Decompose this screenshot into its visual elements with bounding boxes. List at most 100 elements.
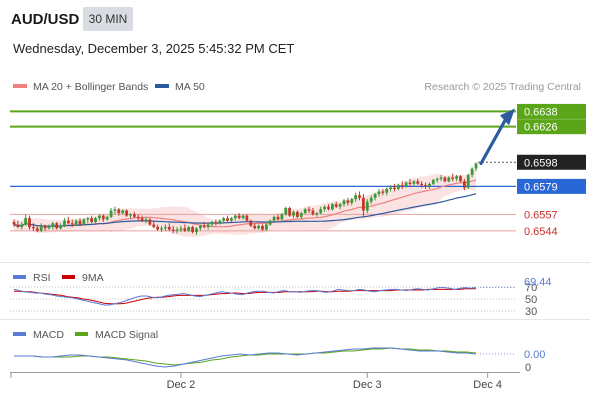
candle-body xyxy=(183,228,187,231)
candle-body xyxy=(408,182,412,184)
candlestick xyxy=(365,199,369,214)
candlestick xyxy=(292,210,295,219)
candlestick xyxy=(265,223,268,231)
candle-body xyxy=(393,187,396,189)
candlestick xyxy=(381,188,385,196)
candle-body xyxy=(319,209,323,214)
candlestick xyxy=(117,207,121,216)
candlestick xyxy=(109,207,113,219)
candlestick xyxy=(350,197,354,206)
candlestick xyxy=(98,214,101,221)
candle-body xyxy=(175,229,179,231)
candlestick xyxy=(369,195,373,205)
candle-body xyxy=(105,216,109,220)
candle-body xyxy=(381,191,385,193)
candlestick xyxy=(202,221,206,229)
candlestick xyxy=(59,223,62,230)
candlestick xyxy=(373,192,377,201)
moving-averages xyxy=(13,179,477,228)
candle-body xyxy=(331,204,334,210)
candlestick xyxy=(245,214,249,222)
candlestick xyxy=(70,219,74,228)
candle-body xyxy=(98,215,101,219)
candlestick xyxy=(206,223,210,230)
legend-label-rsi: RSI xyxy=(33,272,51,284)
candle-body xyxy=(365,201,369,211)
candlestick xyxy=(20,221,24,230)
candle-body xyxy=(191,227,194,233)
candlestick xyxy=(67,216,70,225)
candle-body xyxy=(171,229,175,231)
candle-body xyxy=(299,213,303,217)
candle-body xyxy=(90,218,93,222)
candlestick xyxy=(389,185,392,192)
candlestick xyxy=(253,223,257,230)
candlestick xyxy=(214,219,218,226)
forecast-arrow-shaft xyxy=(479,118,507,166)
candlestick xyxy=(385,187,389,196)
candle-body xyxy=(140,218,144,221)
candlestick xyxy=(431,178,435,186)
candlestick xyxy=(284,206,288,216)
candlestick xyxy=(148,218,152,226)
candlestick xyxy=(397,183,400,191)
candle-body xyxy=(377,191,381,194)
legend-label-9ma: 9MA xyxy=(82,272,104,284)
candle-body xyxy=(113,209,117,211)
candlestick xyxy=(272,215,276,222)
candle-body xyxy=(424,185,427,187)
timeframe-badge[interactable]: 30 MIN xyxy=(83,7,133,31)
candle-body xyxy=(12,222,16,225)
candle-body xyxy=(416,181,420,184)
level-label: 0.6626 xyxy=(524,122,558,134)
candle-body xyxy=(156,227,159,230)
level-label-box xyxy=(517,154,586,170)
candle-body xyxy=(109,210,113,217)
candle-body xyxy=(272,216,276,221)
candle-body xyxy=(249,220,253,226)
candlestick xyxy=(319,206,323,215)
candlestick xyxy=(32,223,35,231)
candle-body xyxy=(222,218,225,221)
candle-body xyxy=(257,225,260,229)
candle-body xyxy=(226,218,229,221)
candlestick xyxy=(28,215,31,230)
level-label: 0.6598 xyxy=(524,157,558,169)
candle-body xyxy=(315,213,319,215)
candle-body xyxy=(443,177,447,182)
candle-body xyxy=(210,222,214,225)
candlestick xyxy=(408,178,412,187)
legend-label-macd-signal: MACD Signal xyxy=(95,329,158,341)
x-tick-label: Dec 3 xyxy=(353,379,382,391)
candle-body xyxy=(268,220,272,225)
candle-body xyxy=(199,225,202,229)
candle-body xyxy=(20,224,24,227)
candlestick xyxy=(230,216,233,222)
candlestick xyxy=(144,216,148,224)
candlestick xyxy=(78,218,82,226)
candlestick xyxy=(377,188,381,197)
candle-body xyxy=(354,195,357,200)
candle-body xyxy=(447,177,451,182)
candlestick xyxy=(474,162,478,172)
legend-label-ma50: MA 50 xyxy=(175,81,205,93)
rsi-value-label: 69.44 xyxy=(524,276,552,288)
candle-body xyxy=(152,224,156,227)
price-labels: 0.6638 0.6626 0.6598 0.6579 0.6557 0.6544 xyxy=(517,103,586,238)
bollinger-bands xyxy=(14,168,476,238)
candle-body xyxy=(369,197,373,202)
x-axis-ticks: Dec 2 Dec 3 Dec 4 xyxy=(10,372,502,391)
rsi-tick-label: 50 xyxy=(525,294,537,306)
candlestick xyxy=(24,214,27,226)
candlestick xyxy=(268,219,272,226)
candle-body xyxy=(412,181,416,184)
legend-label-macd: MACD xyxy=(33,329,64,341)
level-label: 0.6557 xyxy=(524,209,558,221)
candlestick xyxy=(299,211,303,220)
candlestick xyxy=(420,181,423,188)
candle-body xyxy=(342,200,346,205)
candle-body xyxy=(288,208,291,216)
candle-body xyxy=(230,218,233,221)
candlestick xyxy=(307,206,311,214)
